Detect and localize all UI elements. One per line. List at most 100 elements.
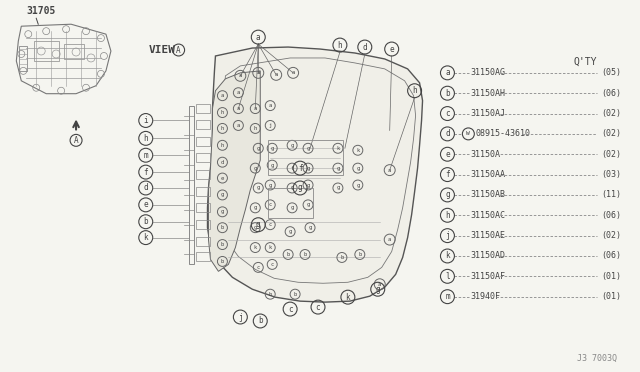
Text: 31940F: 31940F [470, 292, 500, 301]
Text: g: g [291, 186, 294, 190]
Text: 31150AG: 31150AG [470, 68, 506, 77]
Text: (02): (02) [601, 150, 621, 159]
Bar [196, 220, 211, 229]
Bar [196, 187, 211, 196]
Text: g: g [291, 143, 294, 148]
Text: (05): (05) [601, 68, 621, 77]
Text: k: k [346, 293, 350, 302]
Text: a: a [275, 72, 278, 77]
Text: (01): (01) [601, 292, 621, 301]
Text: (11): (11) [601, 190, 621, 199]
Polygon shape [209, 71, 260, 271]
Text: (02): (02) [601, 129, 621, 138]
Text: g: g [307, 202, 310, 207]
Text: j: j [269, 123, 272, 128]
Text: c: c [445, 109, 450, 118]
Text: VIEW: VIEW [148, 45, 176, 55]
Text: a: a [256, 33, 260, 42]
Text: e: e [389, 45, 394, 54]
Text: b: b [221, 225, 224, 230]
Bar [189, 106, 193, 264]
Text: a: a [239, 73, 242, 78]
Bar [196, 237, 211, 246]
Text: k: k [336, 146, 340, 151]
Text: e: e [143, 201, 148, 209]
Text: c: c [257, 265, 260, 270]
Text: 31150A: 31150A [470, 150, 500, 159]
Text: d: d [143, 183, 148, 192]
Text: c: c [288, 305, 292, 314]
Text: g: g [253, 225, 257, 230]
Text: g: g [271, 146, 274, 151]
Text: Q'TY: Q'TY [573, 57, 596, 67]
Text: l: l [445, 272, 450, 281]
Text: g: g [271, 163, 274, 168]
Text: a: a [388, 168, 391, 173]
Text: a: a [221, 93, 224, 98]
Text: h: h [143, 134, 148, 143]
Text: 31705: 31705 [26, 6, 56, 16]
Text: c: c [269, 202, 272, 207]
Text: k: k [269, 245, 272, 250]
Text: (02): (02) [601, 109, 621, 118]
Text: h: h [221, 110, 224, 115]
Text: a: a [445, 68, 450, 77]
Bar [35, 41, 59, 61]
Text: b: b [294, 292, 297, 297]
Text: g: g [308, 225, 312, 230]
Text: h: h [412, 86, 417, 95]
Text: 31150AD: 31150AD [470, 251, 506, 260]
Text: (06): (06) [601, 89, 621, 98]
Bar [268, 140, 343, 175]
Text: c: c [316, 302, 321, 312]
Text: e: e [445, 150, 450, 159]
Text: a: a [257, 70, 260, 76]
Text: h: h [253, 126, 257, 131]
Text: W: W [467, 131, 470, 137]
Polygon shape [207, 47, 422, 302]
Text: j: j [238, 312, 243, 321]
Text: c: c [269, 222, 272, 227]
Text: a: a [237, 106, 240, 111]
Text: k: k [253, 245, 257, 250]
Text: b: b [358, 252, 362, 257]
Text: g: g [336, 186, 340, 190]
Text: f: f [143, 168, 148, 177]
Text: i: i [143, 116, 148, 125]
Text: g: g [356, 166, 360, 171]
Bar [196, 170, 211, 179]
Text: b: b [340, 255, 344, 260]
Text: g: g [376, 285, 380, 294]
Text: b: b [221, 242, 224, 247]
Text: (03): (03) [601, 170, 621, 179]
Text: g: g [257, 186, 260, 190]
Text: 31150AE: 31150AE [470, 231, 506, 240]
Bar [196, 203, 211, 212]
Text: h: h [221, 143, 224, 148]
Text: 31150AJ: 31150AJ [470, 109, 506, 118]
Text: b: b [445, 89, 450, 98]
Text: g: g [253, 166, 257, 171]
Text: c: c [271, 262, 274, 267]
Text: 31150AC: 31150AC [470, 211, 506, 220]
Text: b: b [221, 259, 224, 264]
Text: 31150AB: 31150AB [470, 190, 506, 199]
Text: b: b [303, 252, 307, 257]
Text: g: g [336, 166, 340, 171]
Text: k: k [143, 233, 148, 242]
Text: g: g [356, 183, 360, 187]
Text: b: b [258, 317, 262, 326]
Text: d: d [445, 129, 450, 138]
Bar [196, 121, 211, 129]
Text: m: m [445, 292, 450, 301]
Text: (01): (01) [601, 272, 621, 281]
Text: a: a [253, 106, 257, 111]
Text: h: h [338, 41, 342, 49]
Text: g: g [298, 183, 302, 192]
Text: J3 7003Q: J3 7003Q [577, 354, 617, 363]
Text: a: a [269, 103, 272, 108]
Text: g: g [307, 146, 310, 151]
Text: (02): (02) [601, 231, 621, 240]
Bar [268, 188, 313, 218]
Text: e: e [221, 176, 224, 180]
